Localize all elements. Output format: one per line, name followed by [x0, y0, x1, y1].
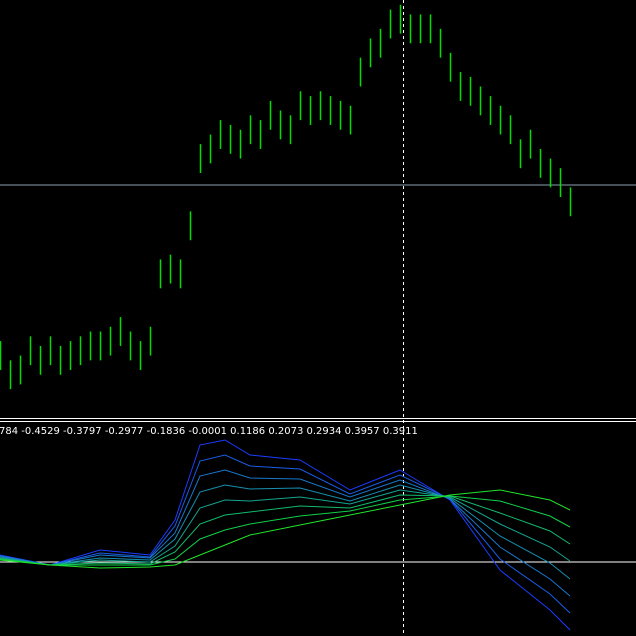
indicator-line: [0, 484, 571, 580]
indicator-line: [0, 454, 571, 614]
indicator-line: [0, 495, 571, 566]
indicator-line: [0, 469, 571, 597]
indicator-line: [0, 494, 571, 566]
indicator-line: [0, 489, 571, 566]
indicator-values: 784 -0.4529 -0.3797 -0.2977 -0.1836 -0.0…: [0, 426, 418, 437]
indicator-line: [0, 439, 571, 631]
indicator-line: [0, 489, 571, 569]
